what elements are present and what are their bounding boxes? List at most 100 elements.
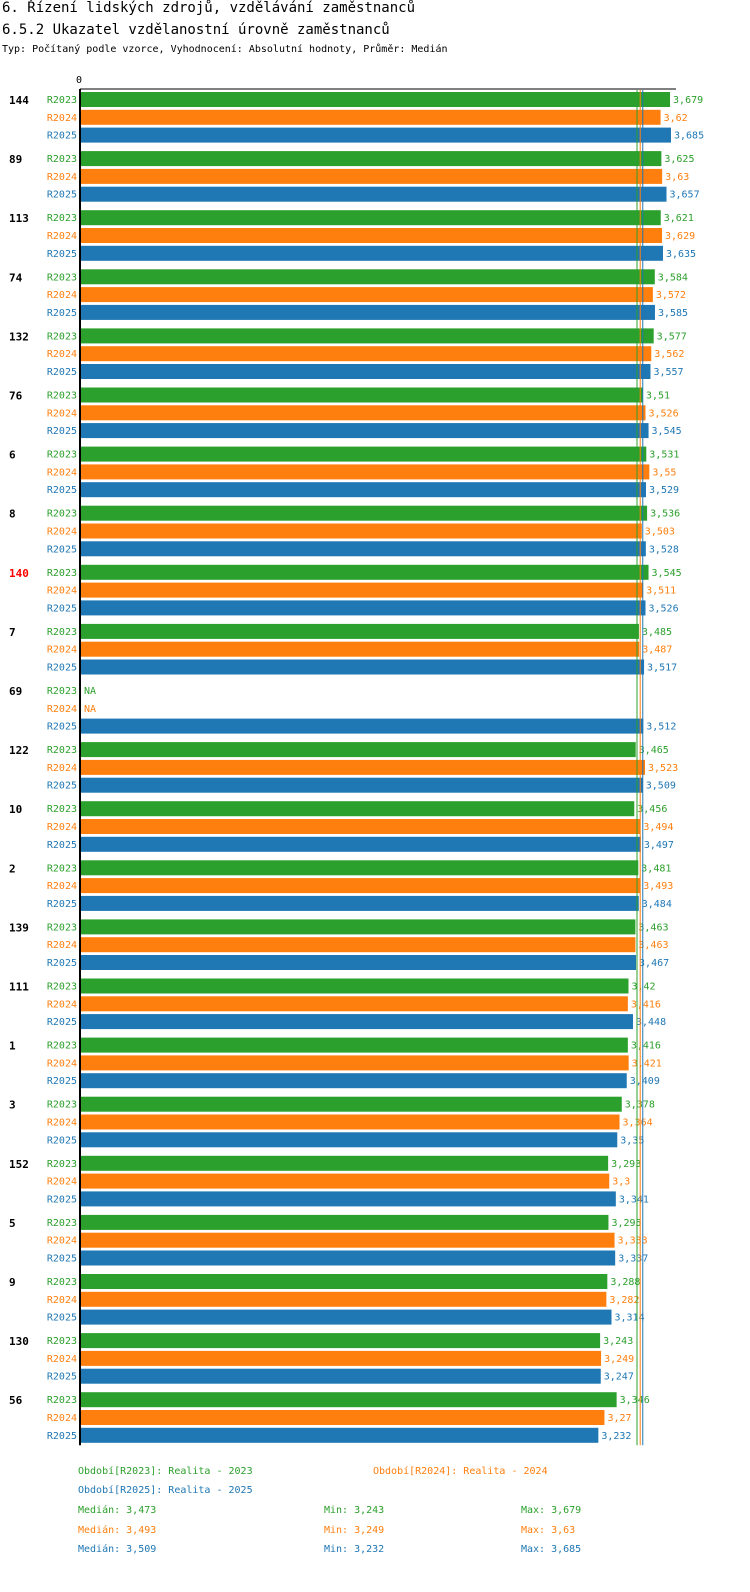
series-label: R2024 xyxy=(47,704,77,715)
series-label: R2025 xyxy=(47,1431,77,1442)
value-label: 3,243 xyxy=(603,1336,633,1347)
bar xyxy=(80,937,636,953)
category-label: 2 xyxy=(9,862,16,875)
value-label: 3,63 xyxy=(665,172,689,183)
bar xyxy=(80,1014,633,1030)
bar xyxy=(80,1309,612,1325)
value-label: 3,456 xyxy=(637,804,667,815)
series-label: R2024 xyxy=(47,1058,77,1069)
value-label: 3,562 xyxy=(654,349,684,360)
series-label: R2023 xyxy=(47,1041,77,1052)
legend-median-r2025: Medián: 3,509 xyxy=(78,1544,157,1555)
value-label: 3,572 xyxy=(656,290,686,301)
bar xyxy=(80,1350,602,1366)
value-label: 3,679 xyxy=(673,95,703,106)
bar xyxy=(80,364,651,379)
value-label: 3,341 xyxy=(619,1194,649,1205)
legend-period-r2024: Období[R2024]: Realita - 2024 xyxy=(373,1466,548,1477)
bar xyxy=(80,860,639,876)
value-label: 3,497 xyxy=(644,840,674,851)
series-label: R2023 xyxy=(47,627,77,638)
category-label: 152 xyxy=(9,1158,29,1171)
legend-min-r2025: Min: 3,232 xyxy=(324,1544,385,1555)
chart-type-line: Typ: Počítaný podle vzorce, Vyhodnocení:… xyxy=(2,44,448,55)
value-label: 3,536 xyxy=(650,509,680,520)
value-label: 3,528 xyxy=(649,544,679,555)
series-label: R2025 xyxy=(47,899,77,910)
bar xyxy=(80,523,642,539)
legend-min-r2024: Min: 3,249 xyxy=(324,1525,385,1536)
legend-max-r2025: Max: 3,685 xyxy=(521,1544,582,1555)
bar xyxy=(80,1114,620,1130)
series-label: R2025 xyxy=(47,840,77,851)
series-label: R2025 xyxy=(47,1313,77,1324)
series-label: R2024 xyxy=(47,1177,77,1188)
series-label: R2025 xyxy=(47,426,77,437)
series-label: R2024 xyxy=(47,1118,77,1129)
bar xyxy=(80,269,655,285)
category-label: 56 xyxy=(9,1394,23,1407)
bar xyxy=(80,996,628,1012)
category-label: 9 xyxy=(9,1276,16,1289)
bar xyxy=(80,328,654,344)
value-label: 3,416 xyxy=(631,1041,661,1052)
value-label: 3,3 xyxy=(612,1177,630,1188)
value-label: 3,657 xyxy=(670,190,700,201)
bar xyxy=(80,955,637,970)
value-label: 3,629 xyxy=(665,231,695,242)
bar xyxy=(80,1096,622,1112)
legend-median-r2023: Medián: 3,473 xyxy=(78,1505,157,1516)
bar xyxy=(80,1392,617,1408)
series-label: R2025 xyxy=(47,781,77,792)
value-label: 3,416 xyxy=(631,999,661,1010)
bar xyxy=(80,109,661,125)
value-label: 3,288 xyxy=(610,1277,640,1288)
value-label: 3,463 xyxy=(638,940,668,951)
category-label: 122 xyxy=(9,744,29,757)
value-label: 3,42 xyxy=(631,982,655,993)
series-label: R2023 xyxy=(47,1277,77,1288)
series-label: R2023 xyxy=(47,213,77,224)
value-label: 3,55 xyxy=(652,467,676,478)
value-label: 3,35 xyxy=(620,1135,644,1146)
bar xyxy=(80,304,655,320)
series-label: R2024 xyxy=(47,349,77,360)
bar xyxy=(80,742,636,758)
category-label: 10 xyxy=(9,803,22,816)
bar xyxy=(80,387,643,403)
category-label: 111 xyxy=(9,981,29,994)
series-label: R2023 xyxy=(47,331,77,342)
bar xyxy=(80,1191,616,1207)
bar xyxy=(80,245,663,261)
bar xyxy=(80,423,649,439)
series-label: R2023 xyxy=(47,272,77,283)
series-label: R2024 xyxy=(47,586,77,597)
bar xyxy=(80,1073,627,1089)
bar xyxy=(80,151,662,167)
value-label: 3,295 xyxy=(611,1218,641,1229)
bar xyxy=(80,1132,618,1148)
value-label: 3,511 xyxy=(646,586,676,597)
bar xyxy=(80,582,644,598)
value-label: 3,523 xyxy=(648,763,678,774)
value-label: 3,481 xyxy=(641,863,671,874)
series-label: R2024 xyxy=(47,231,77,242)
value-label: 3,346 xyxy=(620,1395,650,1406)
value-label: 3,485 xyxy=(642,627,672,638)
series-label: R2023 xyxy=(47,391,77,402)
bar xyxy=(80,1291,607,1307)
series-label: R2025 xyxy=(47,1254,77,1265)
legend-period-r2023: Období[R2023]: Realita - 2023 xyxy=(78,1466,253,1477)
series-label: R2023 xyxy=(47,922,77,933)
bar xyxy=(80,1173,610,1189)
series-label: R2024 xyxy=(47,763,77,774)
value-label: 3,517 xyxy=(647,663,677,674)
series-label: R2023 xyxy=(47,745,77,756)
category-label: 6 xyxy=(9,449,16,462)
bar xyxy=(80,482,646,498)
value-label: 3,585 xyxy=(658,308,688,319)
value-label: 3,487 xyxy=(642,645,672,656)
category-label: 5 xyxy=(9,1217,16,1230)
value-label: 3,293 xyxy=(611,1159,641,1170)
